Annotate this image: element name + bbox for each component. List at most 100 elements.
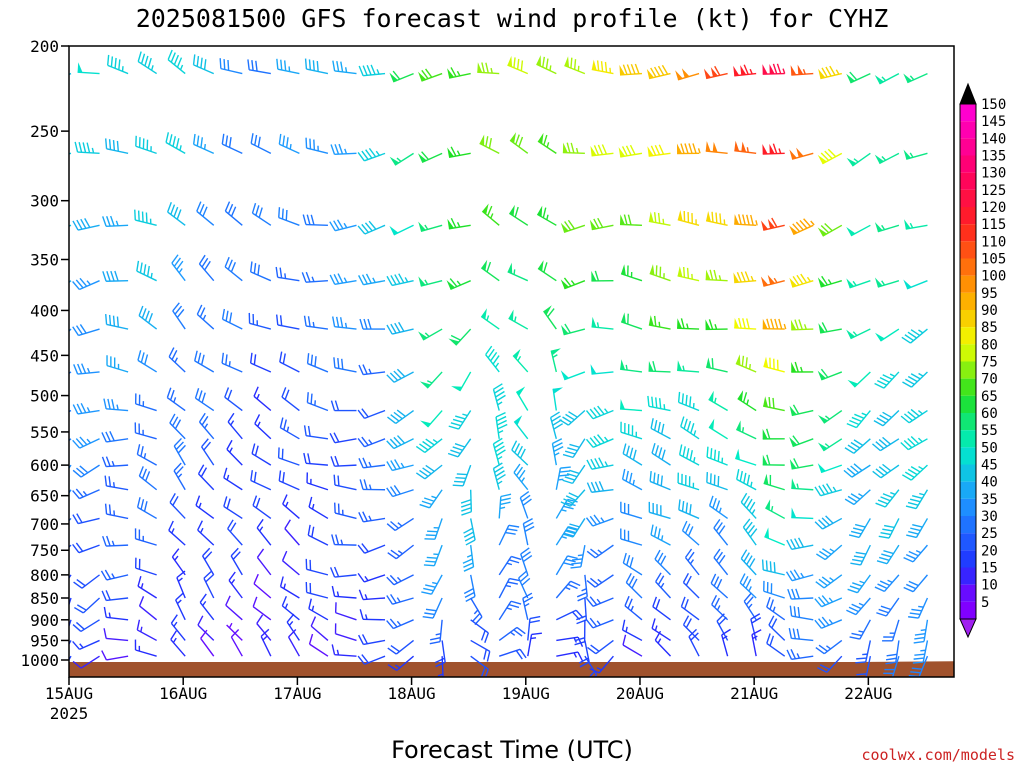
wind-barb xyxy=(576,597,588,625)
wind-barb xyxy=(194,388,215,412)
wind-barb xyxy=(227,519,243,546)
wind-barb xyxy=(713,548,729,576)
wind-barb xyxy=(332,60,357,75)
wind-barb xyxy=(543,305,557,330)
wind-barb xyxy=(452,464,472,487)
wind-barb xyxy=(386,574,414,586)
wind-barb xyxy=(648,315,671,330)
colorbar-swatch xyxy=(960,172,976,190)
wind-barb xyxy=(69,152,72,155)
wind-barb xyxy=(77,62,100,75)
wind-barb xyxy=(903,149,928,160)
wind-barb xyxy=(498,524,520,546)
wind-barb xyxy=(196,304,215,330)
wind-barb xyxy=(550,348,561,373)
wind-barb xyxy=(447,217,471,230)
ground-layer xyxy=(69,661,954,677)
wind-barb xyxy=(429,619,443,645)
wind-barb xyxy=(306,472,329,491)
wind-barb xyxy=(480,259,500,282)
wind-barb xyxy=(677,318,700,330)
wind-barb xyxy=(513,463,529,491)
wind-barb xyxy=(536,55,557,75)
colorbar-swatch xyxy=(960,481,976,499)
wind-barb xyxy=(733,271,757,284)
wind-barb xyxy=(479,134,500,154)
x-tick-label: 18AUG xyxy=(387,684,435,703)
wind-barb xyxy=(419,371,443,389)
wind-barb xyxy=(874,574,900,593)
wind-barb xyxy=(736,469,757,491)
x-tick-label: 17AUG xyxy=(273,684,321,703)
wind-barb xyxy=(284,519,300,546)
wind-barb xyxy=(874,222,900,233)
wind-barb xyxy=(682,615,700,641)
wind-barb xyxy=(765,499,786,520)
wind-barb xyxy=(448,328,472,346)
wind-barb xyxy=(585,514,614,527)
wind-barb xyxy=(620,359,643,373)
wind-barb xyxy=(358,364,386,376)
wind-barb xyxy=(105,314,129,330)
wind-barb xyxy=(102,270,129,282)
y-tick-label: 950 xyxy=(30,631,59,650)
wind-barb xyxy=(876,597,900,617)
wind-barb xyxy=(72,218,100,231)
wind-barb xyxy=(304,58,329,75)
wind-barb xyxy=(387,544,415,560)
wind-barb xyxy=(69,328,72,332)
wind-barb xyxy=(913,619,929,644)
wind-barb xyxy=(499,648,527,660)
wind-barb xyxy=(677,360,700,373)
wind-barb xyxy=(705,141,728,155)
wind-barb xyxy=(303,425,329,440)
colorbar-swatch xyxy=(960,310,976,328)
wind-barb xyxy=(101,590,129,602)
wind-barb xyxy=(492,383,506,411)
wind-barb xyxy=(256,614,272,641)
wind-barb xyxy=(647,144,671,157)
wind-barb xyxy=(197,520,215,546)
wind-barb xyxy=(620,421,643,440)
chart-title: 2025081500 GFS forecast wind profile (kt… xyxy=(136,4,889,33)
wind-barb xyxy=(308,496,329,520)
wind-barb xyxy=(73,363,100,375)
wind-barb xyxy=(470,655,489,677)
wind-barb xyxy=(69,280,72,284)
wind-barb xyxy=(221,352,243,373)
colorbar-label: 45 xyxy=(981,458,998,474)
wind-barb xyxy=(308,633,329,657)
colorbar-swatch xyxy=(960,413,976,431)
wind-barb xyxy=(495,411,508,439)
wind-barb xyxy=(330,143,357,156)
wind-barb xyxy=(763,580,785,599)
wind-barb xyxy=(281,595,300,621)
colorbar-label: 50 xyxy=(981,440,998,456)
y-tick-label: 400 xyxy=(30,301,59,320)
wind-barb xyxy=(72,655,100,669)
wind-barb xyxy=(513,415,529,440)
colorbar-label: 10 xyxy=(981,578,998,594)
wind-barb xyxy=(564,56,586,75)
wind-barb xyxy=(197,615,215,641)
wind-barb xyxy=(549,411,564,439)
colorbar-label: 35 xyxy=(981,492,998,508)
wind-barb xyxy=(386,459,414,472)
wind-barb xyxy=(226,439,243,466)
colorbar-swatch xyxy=(960,207,976,225)
wind-barb xyxy=(512,348,529,373)
wind-barb xyxy=(249,352,272,373)
wind-barb xyxy=(225,595,243,621)
x-axis-label: Forecast Time (UTC) xyxy=(391,736,633,764)
wind-barb xyxy=(721,628,731,657)
wind-barb xyxy=(418,221,443,232)
wind-barb xyxy=(790,319,814,331)
wind-barb xyxy=(333,357,357,373)
wind-barb xyxy=(230,547,243,576)
wind-barb xyxy=(871,436,900,452)
wind-barb xyxy=(706,446,728,466)
wind-barb xyxy=(169,493,186,519)
colorbar-swatch xyxy=(960,378,976,396)
wind-barb xyxy=(705,319,728,331)
wind-barb xyxy=(357,436,386,448)
